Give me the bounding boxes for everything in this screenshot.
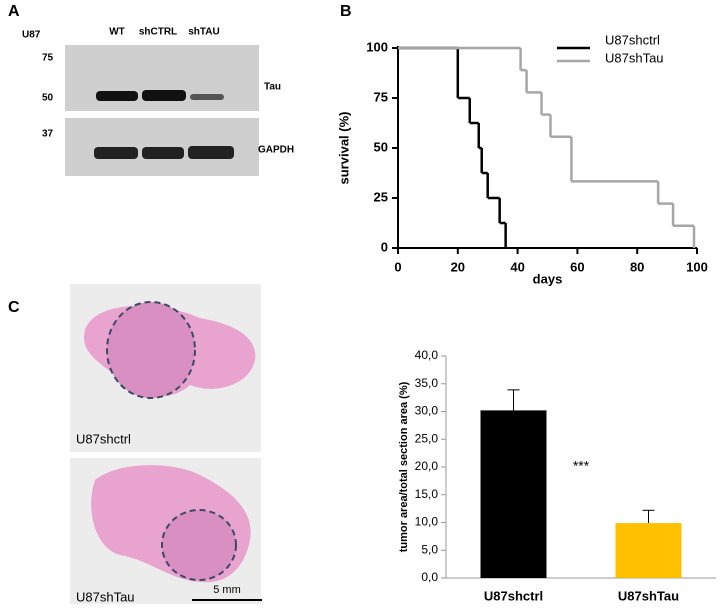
y-tick-label: 0,0 (421, 570, 438, 584)
band (188, 146, 234, 159)
scale-bar-label: 5 mm (213, 584, 241, 596)
y-tick-label: 15,0 (415, 487, 439, 501)
x-tick-label: 100 (686, 259, 708, 274)
marker-label: 50 (42, 93, 54, 104)
y-tick-label: 0 (381, 239, 388, 254)
significance: *** (573, 458, 590, 474)
lane-label: shTAU (188, 27, 219, 38)
x-tick-label: 40 (510, 259, 524, 274)
marker-label: 37 (42, 129, 54, 140)
lane-label: shCTRL (139, 27, 177, 38)
y-tick-label: 10,0 (415, 515, 439, 529)
bar (615, 523, 682, 578)
x-tick-label: 0 (394, 259, 401, 274)
band (94, 147, 138, 159)
tumor-outline (161, 509, 237, 581)
legend-label: U87shctrl (605, 32, 660, 47)
panel-label: A (8, 3, 20, 20)
lane-label: WT (109, 27, 125, 38)
x-tick-label: U87shTau (618, 588, 679, 603)
x-tick-label: U87shctrl (484, 588, 543, 603)
y-tick-label: 5,0 (421, 542, 438, 556)
y-tick-label: 25 (374, 189, 388, 204)
band (96, 91, 138, 101)
band (190, 94, 224, 100)
x-tick-label: 20 (451, 259, 465, 274)
y-axis-label: survival (%) (336, 112, 351, 185)
cell-line: U87 (22, 30, 41, 41)
y-tick-label: 75 (374, 89, 388, 104)
tumor-outline (106, 301, 196, 399)
panel-label: B (340, 3, 352, 20)
y-tick-label: 50 (374, 139, 388, 154)
x-tick-label: 60 (570, 259, 584, 274)
protein-label: Tau (264, 82, 281, 93)
x-axis-label: days (533, 271, 563, 286)
y-axis-label: tumor area/total section area (%) (398, 381, 410, 552)
band (142, 90, 186, 101)
y-tick-label: 35,0 (415, 376, 439, 390)
bar (480, 410, 547, 578)
blot-membrane (65, 45, 259, 111)
protein-label: GAPDH (258, 145, 294, 156)
y-tick-label: 25,0 (415, 431, 439, 445)
y-tick-label: 30,0 (415, 404, 439, 418)
panel-label: C (8, 299, 20, 316)
image-label: U87shctrl (76, 431, 131, 446)
marker-label: 75 (42, 53, 54, 64)
y-tick-label: 20,0 (415, 459, 439, 473)
legend-label: U87shTau (605, 50, 664, 65)
y-tick-label: 100 (366, 39, 388, 54)
image-label: U87shTau (76, 589, 135, 604)
band (142, 147, 184, 159)
y-tick-label: 40,0 (415, 348, 439, 362)
x-tick-label: 80 (630, 259, 644, 274)
